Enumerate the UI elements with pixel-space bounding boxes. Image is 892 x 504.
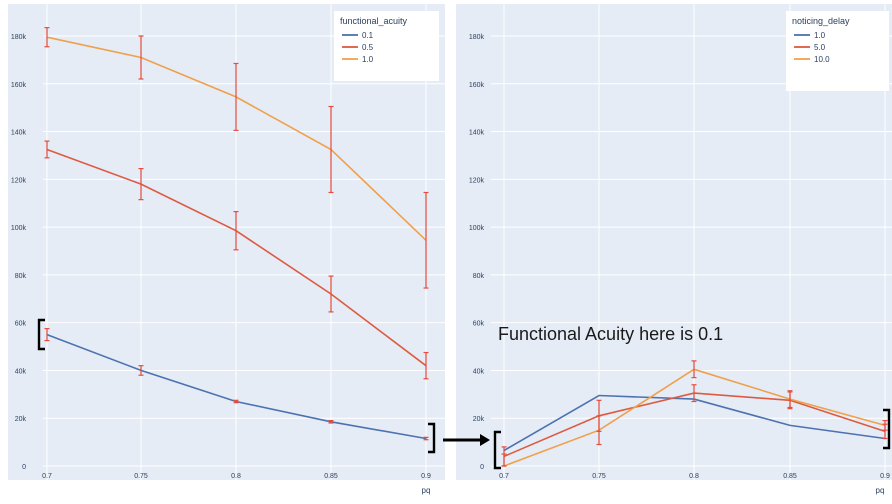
error-bar bbox=[691, 360, 697, 379]
y-tick-label: 80k bbox=[15, 273, 27, 280]
x-axis-label: pq bbox=[876, 486, 885, 495]
y-tick-label: 100k bbox=[11, 225, 27, 232]
annotation-layer: Functional Acuity here is 0.1 bbox=[37, 318, 891, 470]
legend-item: 5.0 bbox=[794, 43, 826, 52]
legend-box bbox=[786, 11, 889, 91]
error-bar bbox=[233, 62, 239, 131]
error-bar bbox=[44, 27, 50, 48]
error-bar bbox=[44, 140, 50, 159]
y-tick-label: 140k bbox=[11, 130, 27, 137]
x-tick-label: 0.7 bbox=[42, 473, 52, 480]
error-bar bbox=[138, 365, 144, 376]
x-tick-label: 0.85 bbox=[324, 473, 338, 480]
y-tick-label: 0 bbox=[480, 464, 484, 471]
x-axis-label: pq bbox=[422, 486, 431, 495]
y-tick-label: 20k bbox=[473, 416, 485, 423]
error-bar bbox=[233, 399, 239, 404]
legend-box bbox=[334, 11, 439, 81]
annotation-text: Functional Acuity here is 0.1 bbox=[498, 324, 723, 344]
error-bar bbox=[328, 105, 334, 194]
x-tick-label: 0.85 bbox=[783, 473, 797, 480]
error-bar bbox=[138, 167, 144, 201]
y-tick-label: 60k bbox=[15, 321, 27, 328]
error-bar bbox=[233, 210, 239, 251]
y-tick-label: 80k bbox=[473, 273, 485, 280]
error-bar bbox=[423, 351, 429, 380]
y-tick-label: 120k bbox=[11, 177, 27, 184]
x-tick-label: 0.9 bbox=[421, 473, 431, 480]
x-tick-label: 0.8 bbox=[689, 473, 699, 480]
x-tick-label: 0.7 bbox=[499, 473, 509, 480]
legend-label: 10.0 bbox=[814, 55, 830, 64]
y-tick-label: 160k bbox=[469, 82, 485, 89]
error-bar bbox=[501, 453, 507, 467]
legend-label: 5.0 bbox=[814, 43, 826, 52]
legend: noticing_delay 1.0 5.0 10.0 bbox=[786, 11, 889, 91]
x-tick-label: 0.8 bbox=[231, 473, 241, 480]
error-bar bbox=[596, 415, 602, 446]
legend-label: 1.0 bbox=[814, 31, 826, 40]
y-tick-label: 160k bbox=[11, 82, 27, 89]
error-bar bbox=[882, 420, 888, 431]
x-tick-label: 0.75 bbox=[592, 473, 606, 480]
y-tick-label: 20k bbox=[15, 416, 27, 423]
right-chart: 0 20k 40k 60k 80k 100k 120k 140k 160k 180k 0.7 0.75… bbox=[456, 4, 892, 495]
bracket-right-end bbox=[883, 408, 891, 450]
error-bar bbox=[44, 328, 50, 342]
legend-title: functional_acuity bbox=[340, 16, 408, 26]
y-tick-label: 120k bbox=[469, 177, 485, 184]
arrow-head bbox=[480, 434, 490, 446]
bracket-left-start bbox=[37, 318, 45, 351]
x-tick-label: 0.75 bbox=[134, 473, 148, 480]
y-tick-label: 60k bbox=[473, 321, 485, 328]
error-bar bbox=[787, 390, 793, 409]
legend-title: noticing_delay bbox=[792, 16, 850, 26]
legend-item: 0.1 bbox=[342, 31, 374, 40]
legend-item: 0.5 bbox=[342, 43, 374, 52]
y-tick-label: 180k bbox=[11, 34, 27, 41]
y-tick-label: 180k bbox=[469, 34, 485, 41]
error-bar bbox=[138, 35, 144, 80]
bracket-left-end bbox=[428, 422, 436, 454]
error-bar bbox=[328, 275, 334, 313]
y-tick-label: 0 bbox=[22, 464, 26, 471]
legend-item: 10.0 bbox=[794, 55, 830, 64]
legend-label: 1.0 bbox=[362, 55, 374, 64]
y-tick-label: 140k bbox=[469, 130, 485, 137]
error-bar bbox=[691, 384, 697, 403]
legend: functional_acuity 0.1 0.5 1.0 bbox=[334, 11, 439, 81]
error-bar bbox=[423, 436, 429, 441]
y-tick-label: 40k bbox=[473, 368, 485, 375]
error-bar bbox=[328, 420, 334, 424]
legend-label: 0.1 bbox=[362, 31, 374, 40]
error-bar bbox=[423, 191, 429, 289]
left-chart: 0 20k 40k 60k 80k 100k 120k 140k 160k 180k 0.7 0.75… bbox=[8, 4, 445, 495]
bracket-right-start bbox=[493, 430, 501, 470]
legend-item: 1.0 bbox=[794, 31, 826, 40]
y-tick-label: 40k bbox=[15, 368, 27, 375]
legend-item: 1.0 bbox=[342, 55, 374, 64]
y-tick-label: 100k bbox=[469, 225, 485, 232]
legend-label: 0.5 bbox=[362, 43, 374, 52]
x-tick-label: 0.9 bbox=[880, 473, 890, 480]
